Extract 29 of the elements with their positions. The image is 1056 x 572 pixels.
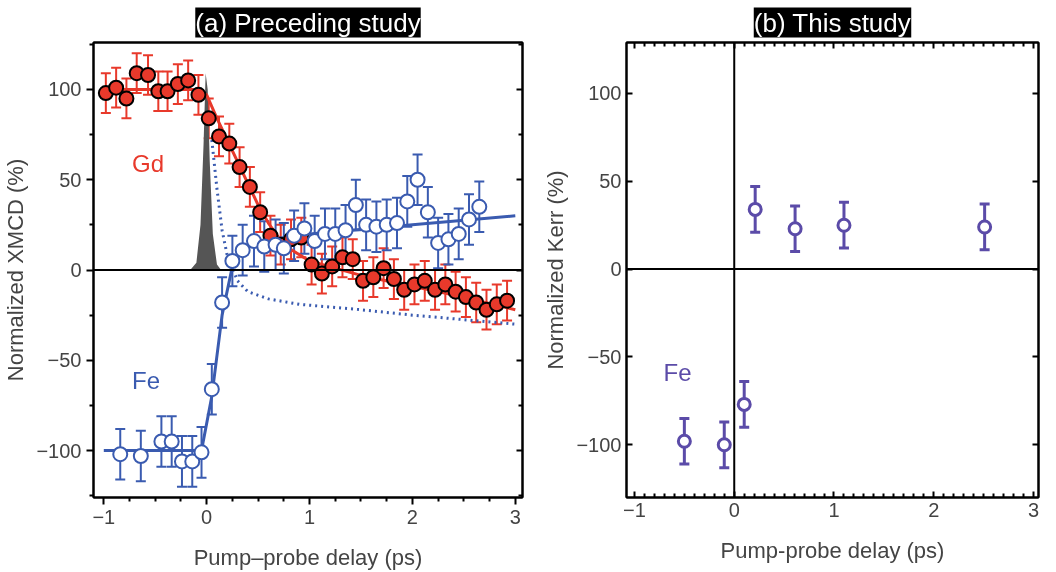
x-tick-label: 3 xyxy=(509,505,521,528)
y-tick-label: −100 xyxy=(36,439,82,462)
x-tick-label: −1 xyxy=(623,498,646,521)
x-tick-label: 0 xyxy=(201,505,213,528)
x-tick-label: 2 xyxy=(406,505,418,528)
y-axis-title: Normalized Kerr (%) xyxy=(543,170,569,370)
chart-title: (a) Preceding study xyxy=(195,7,421,38)
x-axis-title: Pump-probe delay (ps) xyxy=(720,537,945,563)
y-tick-label: 50 xyxy=(59,168,82,191)
y-tick-label: 0 xyxy=(610,258,622,281)
y-tick-label: −100 xyxy=(576,433,622,456)
y-tick-label: −50 xyxy=(587,345,622,368)
x-tick-label: 3 xyxy=(1027,498,1040,521)
x-tick-label: −1 xyxy=(92,505,116,528)
x-tick-label: 2 xyxy=(928,498,940,521)
x-axis-title: Pump–probe delay (ps) xyxy=(193,544,423,570)
x-tick-label: 1 xyxy=(303,505,316,528)
text: Fe xyxy=(663,358,692,386)
y-tick-label: 100 xyxy=(588,82,622,105)
x-tick-label: 1 xyxy=(828,498,840,521)
chart-title: (b) This study xyxy=(753,7,911,38)
y-tick-label: −50 xyxy=(47,349,82,372)
series-label: Gd xyxy=(132,150,165,178)
y-tick-label: 0 xyxy=(70,259,82,281)
y-tick-label: 50 xyxy=(599,170,622,193)
y-tick-label: 100 xyxy=(48,78,82,101)
series-label: Fe xyxy=(132,367,161,394)
x-tick-label: 0 xyxy=(728,498,740,521)
y-axis-title: Normalized XMCD (%) xyxy=(3,158,29,382)
